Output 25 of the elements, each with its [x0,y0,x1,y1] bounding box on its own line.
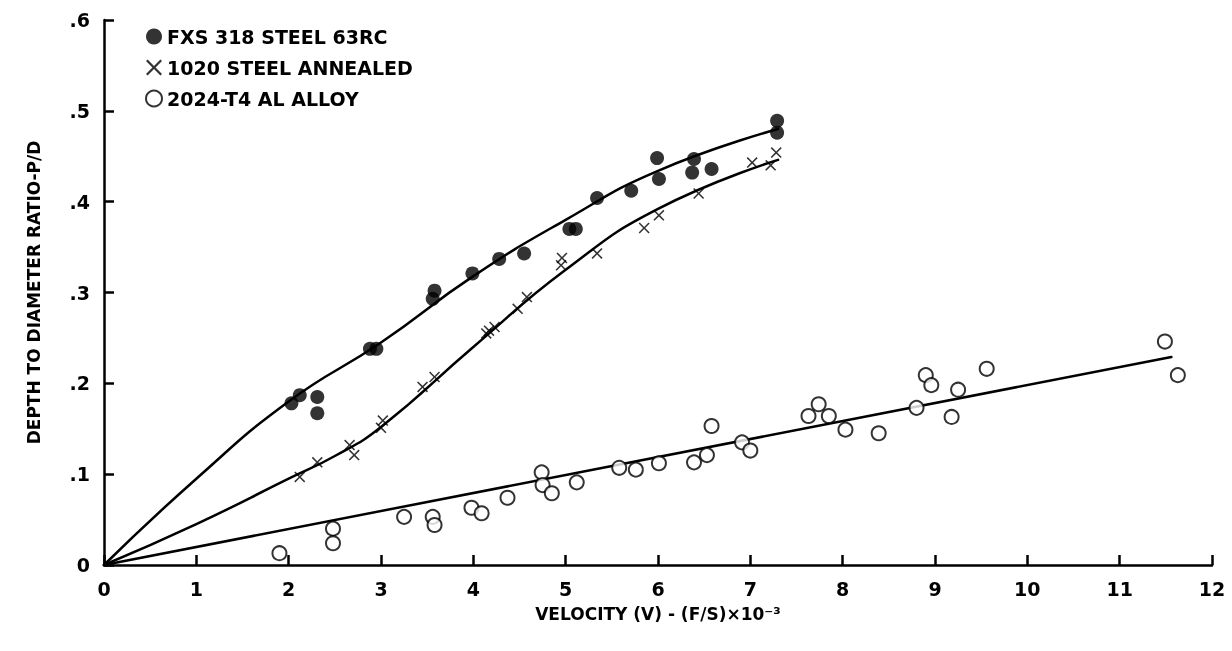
x-tick-label: 4 [466,577,480,600]
y-tick-label: .4 [69,190,90,213]
x-tick-label: 12 [1198,577,1226,600]
x-tick-label: 0 [97,577,111,600]
legend-label: 1020 STEEL ANNEALED [167,56,413,79]
x-tick-label: 11 [1106,577,1133,600]
y-axis-title: DEPTH TO DIAMETER RATIO-P/D [23,140,44,445]
y-tick-label: .5 [69,99,90,122]
x-tick-label: 6 [651,577,665,600]
y-tick-label: .3 [69,281,90,304]
x-tick-label: 5 [559,577,573,600]
x-tick-label: 10 [1014,577,1041,600]
legend-label: FXS 318 STEEL 63RC [167,25,388,48]
x-tick-label: 2 [282,577,296,600]
x-tick-label: 3 [374,577,388,600]
y-tick-label: .1 [69,463,90,486]
legend-label: 2024-T4 AL ALLOY [167,87,359,110]
x-tick-label: 7 [743,577,757,600]
x-tick-label: 8 [836,577,850,600]
y-tick-label: .2 [69,372,90,395]
x-tick-label: 1 [189,577,203,600]
y-tick-label: .6 [69,9,90,31]
x-axis-title: VELOCITY (V) - (F/S)×10⁻³ [535,603,781,624]
x-tick-label: 9 [928,577,942,600]
y-tick-label: 0 [76,554,90,576]
